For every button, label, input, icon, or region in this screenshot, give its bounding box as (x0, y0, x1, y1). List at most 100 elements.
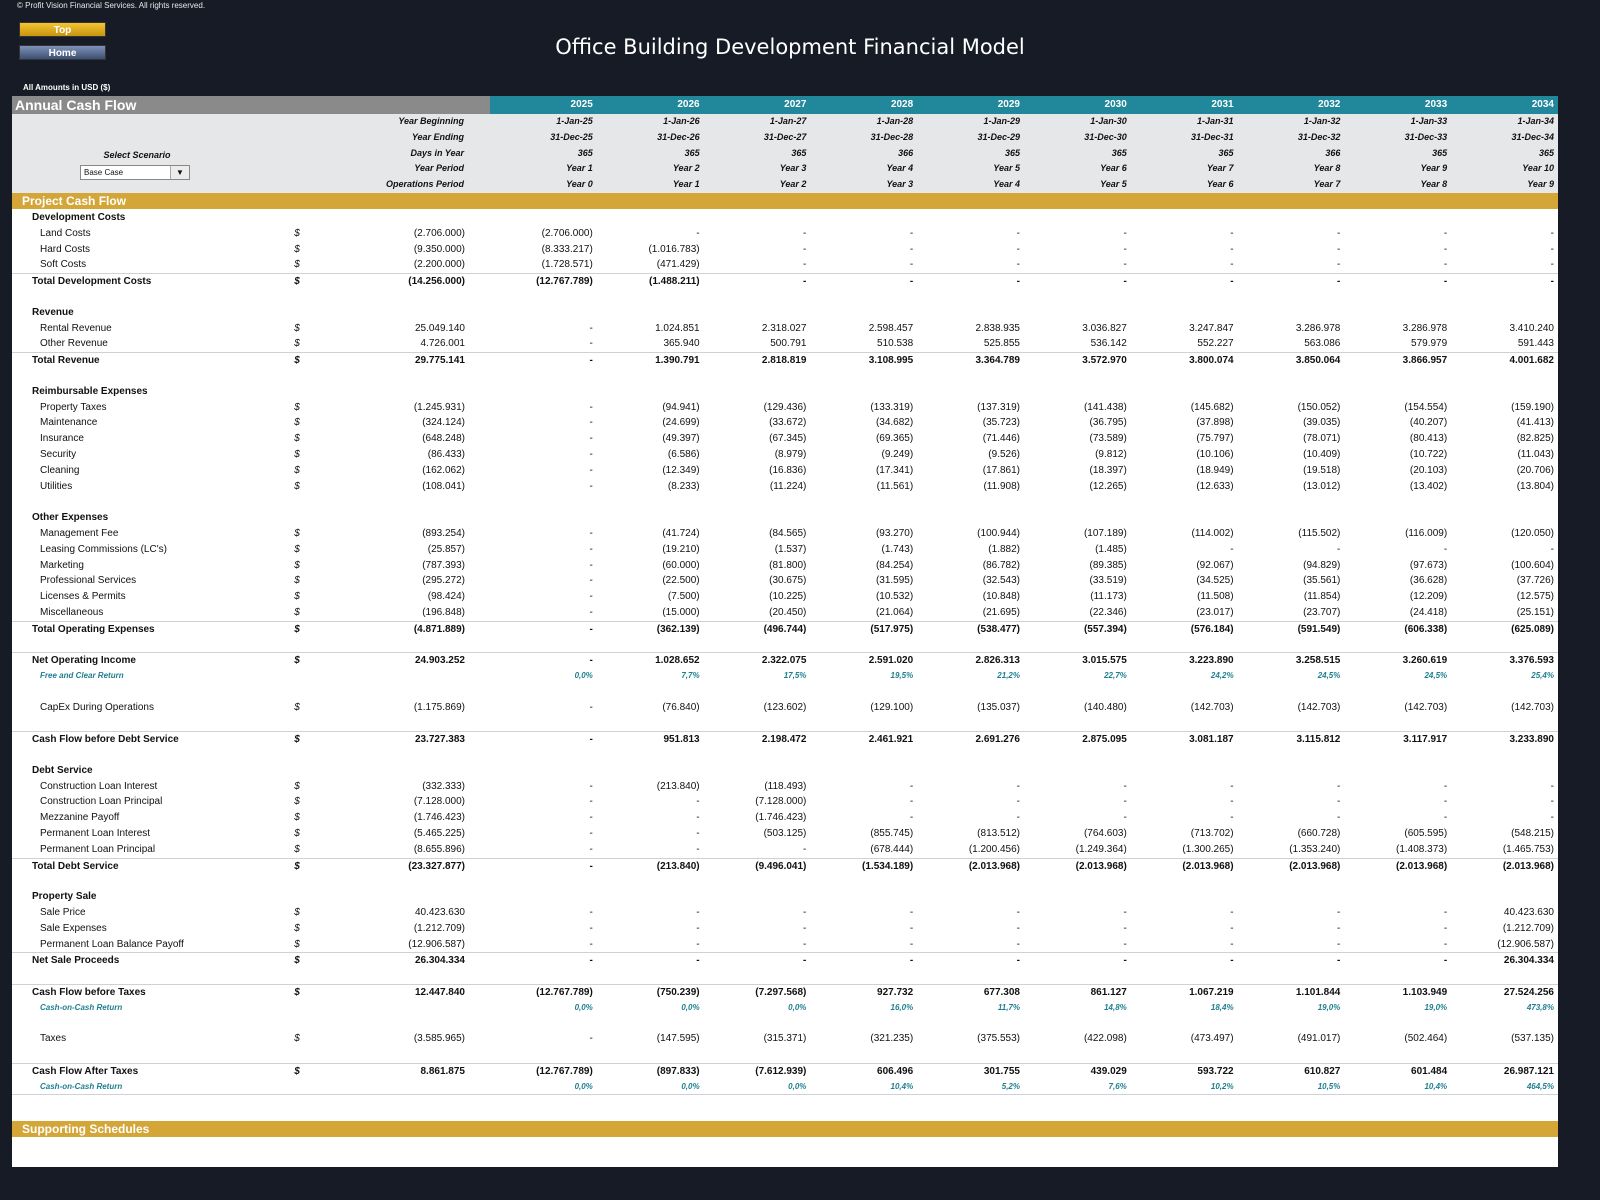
cell-value: (118.493) (764, 780, 807, 792)
cell-value: (7.128.000) (755, 796, 807, 808)
info-value: Year 9 (1527, 179, 1554, 190)
info-value: 1-Jan-29 (983, 116, 1020, 126)
cell-value: 19,0% (1424, 1002, 1448, 1012)
cell-value: 0,0% (574, 1081, 593, 1091)
cell-value: - (1230, 227, 1234, 239)
cell-value: - (1550, 259, 1554, 271)
row-total: (2.200.000) (413, 259, 465, 271)
cell-value: 0,0% (681, 1002, 700, 1012)
cell-value: 19,0% (1317, 1002, 1341, 1012)
cell-value: (33.672) (769, 417, 807, 429)
cell-value: (362.139) (656, 623, 700, 635)
currency-symbol (282, 305, 312, 321)
info-value: 31-Dec-25 (550, 131, 593, 142)
cell-value: - (1016, 796, 1020, 808)
currency-symbol: $ (294, 338, 300, 350)
cell-value: - (1443, 276, 1448, 288)
row-label: Insurance (40, 433, 84, 445)
currency-symbol: $ (294, 1033, 300, 1045)
currency-symbol: $ (294, 623, 300, 635)
row-label: Management Fee (40, 527, 119, 539)
cell-value: - (1443, 955, 1448, 967)
info-value: 31-Dec-29 (977, 131, 1020, 142)
table-row: Insurance $ (648.248) - (49.397) (67.345) (69.… (12, 431, 1558, 447)
table-row: Cash Flow before Debt Service $23.727.383… (12, 731, 1558, 747)
currency-symbol (282, 1079, 312, 1094)
cell-value: (2.013.968) (1075, 860, 1127, 872)
cell-value: - (589, 828, 593, 840)
row-total: (9.350.000) (413, 243, 465, 255)
project-cash-flow-header: Project Cash Flow (12, 193, 1558, 209)
currency-symbol (282, 510, 312, 526)
cell-value: 27.524.256 (1503, 987, 1554, 999)
scenario-dropdown[interactable]: Base Case ▼ (80, 165, 190, 180)
home-button[interactable]: Home (19, 45, 106, 60)
table-row: Other Expenses (12, 510, 1558, 526)
cell-value: 3.376.593 (1509, 655, 1554, 667)
cell-value: (1.882) (988, 543, 1020, 555)
table-row: Construction Loan Interest $ (332.333) - (21… (12, 779, 1558, 795)
currency-symbol: $ (294, 417, 300, 429)
cell-value: - (589, 655, 593, 667)
cell-value: (80.413) (1409, 433, 1448, 445)
cell-value: 3.247.847 (1189, 322, 1234, 334)
cell-value: (116.009) (1405, 527, 1448, 539)
cell-value: - (1123, 796, 1127, 808)
cell-value: 464,5% (1526, 1081, 1554, 1091)
row-label: Maintenance (40, 417, 98, 429)
cell-value: (10.532) (875, 591, 914, 603)
row-label: Free and Clear Return (40, 671, 124, 681)
cell-value: - (696, 227, 700, 239)
cell-value: (10.722) (1409, 448, 1448, 460)
row-total (312, 668, 490, 684)
cell-value: 21,2% (997, 671, 1020, 681)
blank-row (12, 716, 1558, 732)
currency-symbol: $ (294, 796, 300, 808)
top-button[interactable]: Top (19, 22, 106, 37)
table-row: Hard Costs $ (9.350.000) (8.333.217) (1.016.… (12, 242, 1558, 258)
info-value: 365 (1538, 147, 1554, 158)
cell-value: - (803, 907, 807, 919)
cell-value: (548.215) (1511, 828, 1554, 840)
row-label: Cleaning (40, 464, 80, 476)
row-total: (332.333) (422, 780, 465, 792)
info-value: 31-Dec-33 (1404, 131, 1448, 142)
table-row: Rental Revenue $25.049.140 - 1.024.851 2.318… (12, 321, 1558, 337)
info-value: 365 (1111, 147, 1127, 158)
cell-value: (1.746.423) (755, 812, 807, 824)
cell-value: - (1443, 259, 1448, 271)
cell-value: - (1016, 812, 1020, 824)
cell-value: 1.101.844 (1295, 987, 1341, 999)
cell-value: (20.450) (769, 606, 807, 618)
currency-units-note: All Amounts in USD ($) (23, 83, 111, 92)
cell-value: (7.612.939) (755, 1066, 807, 1078)
spacer (12, 1094, 1558, 1121)
chevron-down-icon[interactable]: ▼ (170, 166, 189, 179)
currency-symbol: $ (294, 559, 300, 571)
currency-symbol: $ (294, 480, 300, 492)
cell-value: (71.446) (982, 433, 1020, 445)
cell-value: 677.308 (983, 987, 1020, 999)
cell-value: - (696, 907, 700, 919)
cell-value: (49.397) (662, 433, 700, 445)
cell-value: - (1550, 243, 1554, 255)
row-label: Property Sale (32, 891, 97, 903)
cell-value: (94.829) (1303, 559, 1341, 571)
cell-value: (2.013.968) (1289, 860, 1341, 872)
row-total: (324.124) (422, 417, 465, 429)
cell-value: (154.554) (1404, 401, 1448, 413)
cell-value: (24.418) (1409, 606, 1448, 618)
info-value: 1-Jan-27 (769, 116, 807, 126)
cell-value: (11.908) (983, 480, 1020, 492)
currency-symbol: $ (294, 355, 300, 367)
cell-value: - (1443, 227, 1448, 239)
cell-value: (606.338) (1404, 623, 1448, 635)
cell-value: (94.941) (662, 401, 700, 413)
info-value: 366 (898, 147, 914, 158)
info-value: 31-Dec-34 (1511, 131, 1554, 142)
row-total: (648.248) (422, 433, 465, 445)
row-total: 24.903.252 (414, 655, 465, 667)
cell-value: (115.502) (1298, 527, 1341, 539)
cell-value: (73.589) (1089, 433, 1127, 445)
cell-value: (84.254) (875, 559, 914, 571)
